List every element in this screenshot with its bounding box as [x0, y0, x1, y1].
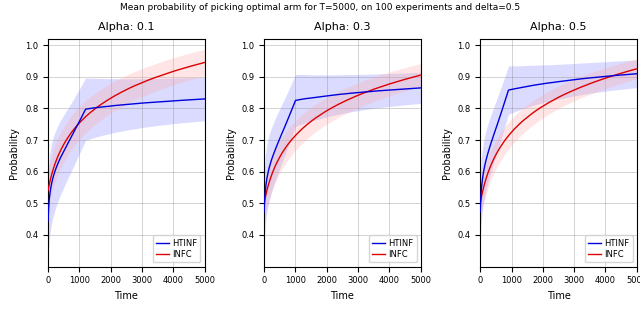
HTINF: [260, 210, 268, 214]
INFC: [353, 94, 361, 97]
Legend: HTINF, INFC: HTINF, INFC: [585, 235, 632, 263]
INFC: [388, 81, 396, 85]
Line: HTINF: HTINF: [48, 99, 205, 221]
INFC: [551, 98, 559, 101]
INFC: [570, 88, 577, 92]
INFC: [129, 85, 136, 88]
HTINF: [173, 99, 180, 103]
INFC: [173, 69, 180, 72]
Title: Alpha: 0.1: Alpha: 0.1: [98, 22, 154, 33]
INFC: [417, 73, 424, 77]
INFC: [120, 89, 127, 93]
Title: Alpha: 0.3: Alpha: 0.3: [314, 22, 371, 33]
Y-axis label: Probability: Probability: [442, 127, 452, 179]
HTINF: [138, 101, 145, 105]
INFC: [335, 102, 342, 106]
Line: INFC: INFC: [480, 69, 637, 203]
HTINF: [388, 88, 396, 92]
HTINF: [551, 80, 559, 84]
INFC: [138, 81, 145, 85]
HTINF: [118, 103, 126, 107]
Text: Mean probability of picking optimal arm for T=5000, on 100 experiments and delta: Mean probability of picking optimal arm …: [120, 3, 520, 12]
INFC: [605, 75, 612, 79]
HTINF: [561, 79, 569, 83]
HTINF: [476, 210, 484, 214]
HTINF: [353, 91, 361, 95]
INFC: [476, 201, 484, 205]
INFC: [345, 97, 353, 101]
Line: HTINF: HTINF: [264, 88, 420, 212]
INFC: [44, 188, 52, 192]
HTINF: [605, 74, 612, 78]
Line: INFC: INFC: [264, 75, 420, 203]
Y-axis label: Probability: Probability: [225, 127, 236, 179]
HTINF: [413, 86, 420, 90]
INFC: [561, 92, 569, 96]
Legend: HTINF, INFC: HTINF, INFC: [153, 235, 200, 263]
INFC: [197, 62, 205, 65]
HTINF: [417, 86, 424, 90]
INFC: [260, 201, 268, 205]
Line: HTINF: HTINF: [480, 74, 637, 212]
Line: INFC: INFC: [48, 63, 205, 190]
HTINF: [570, 78, 577, 82]
Title: Alpha: 0.5: Alpha: 0.5: [531, 22, 587, 33]
HTINF: [335, 92, 343, 96]
HTINF: [345, 91, 353, 95]
INFC: [633, 67, 640, 71]
Y-axis label: Probability: Probability: [10, 127, 19, 179]
INFC: [335, 102, 343, 106]
X-axis label: Time: Time: [115, 291, 138, 301]
HTINF: [633, 72, 640, 76]
INFC: [413, 74, 420, 78]
HTINF: [335, 93, 342, 96]
Legend: HTINF, INFC: HTINF, INFC: [369, 235, 417, 263]
HTINF: [201, 97, 209, 101]
HTINF: [129, 102, 136, 106]
HTINF: [629, 72, 637, 76]
INFC: [552, 97, 559, 101]
INFC: [118, 90, 126, 94]
INFC: [629, 68, 637, 72]
X-axis label: Time: Time: [330, 291, 355, 301]
X-axis label: Time: Time: [547, 291, 570, 301]
HTINF: [44, 219, 52, 223]
HTINF: [197, 97, 205, 101]
HTINF: [552, 80, 559, 84]
HTINF: [120, 103, 127, 107]
INFC: [201, 61, 209, 64]
